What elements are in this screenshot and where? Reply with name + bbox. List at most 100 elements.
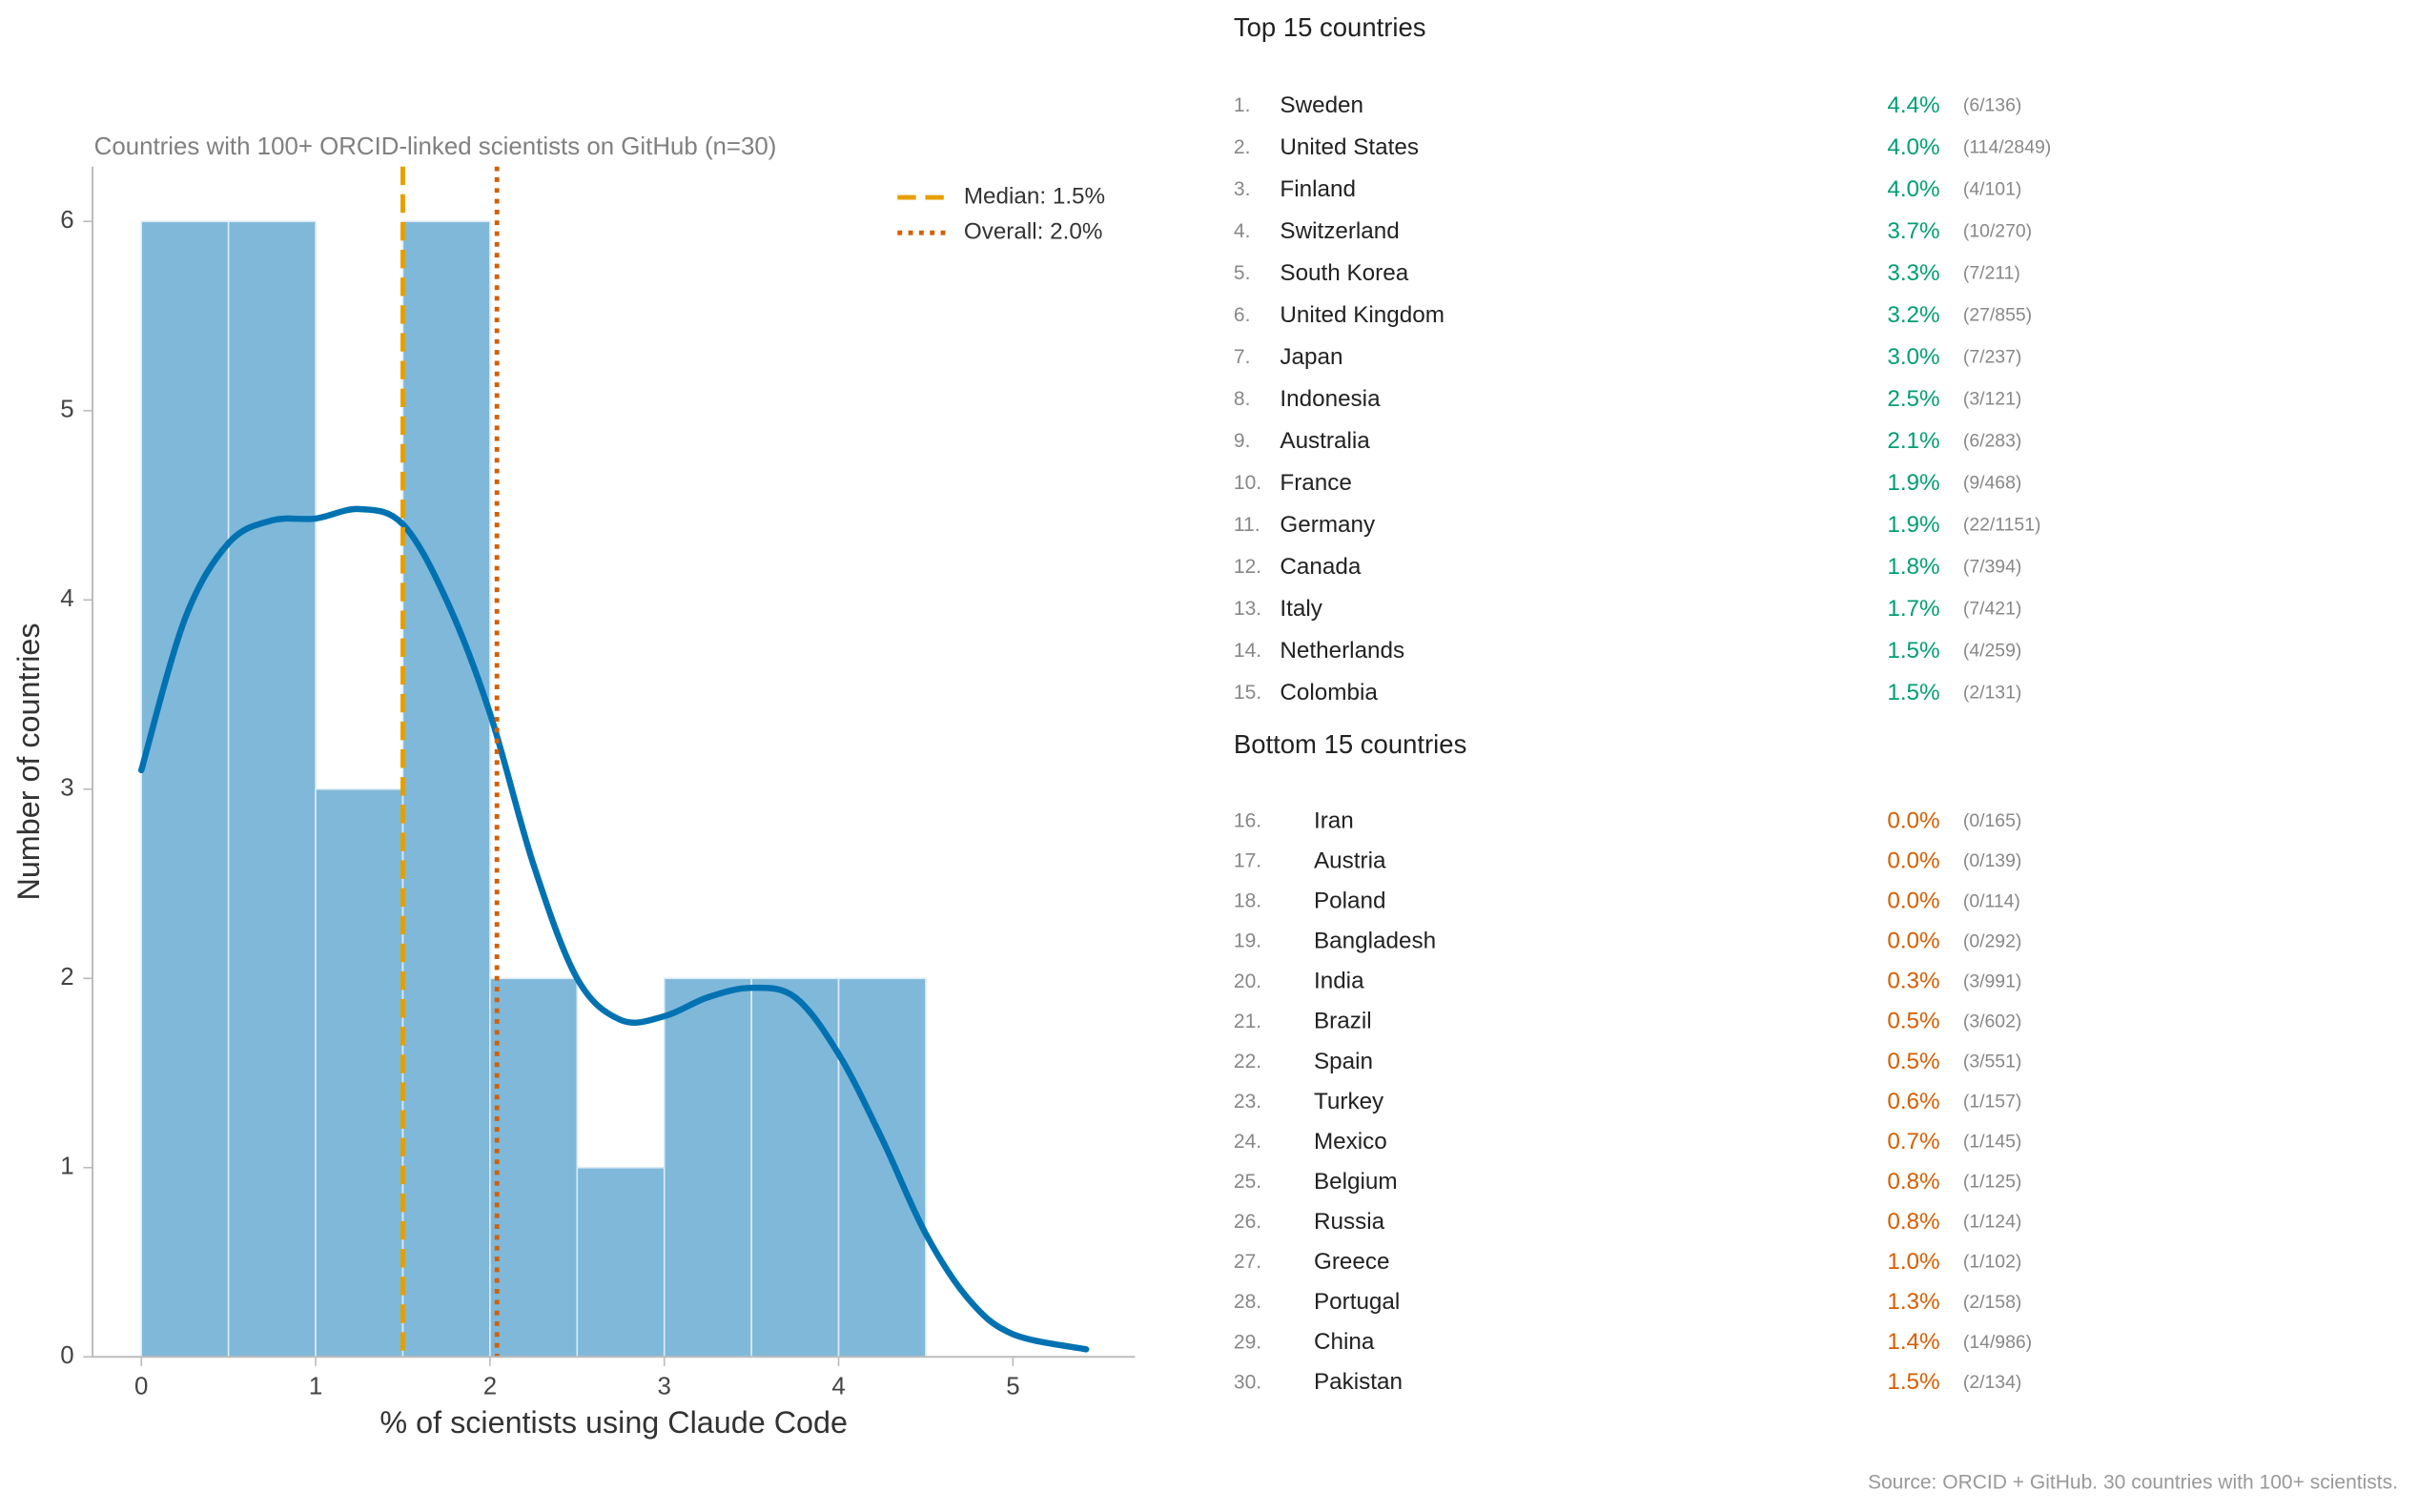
fraction: (22/1151) bbox=[1963, 515, 2041, 536]
share: 4.0% bbox=[1887, 176, 1939, 202]
share: 0.0% bbox=[1887, 889, 1939, 914]
x-tick-label: 5 bbox=[1006, 1373, 1019, 1400]
fraction: (3/121) bbox=[1963, 389, 2021, 410]
country-name: China bbox=[1314, 1329, 1375, 1355]
country-name: Bangladesh bbox=[1314, 929, 1436, 954]
share: 1.7% bbox=[1887, 596, 1939, 622]
country-name: South Korea bbox=[1280, 260, 1408, 286]
rank: 28. bbox=[1234, 1291, 1261, 1313]
fraction: (4/259) bbox=[1963, 641, 2021, 662]
country-name: Canada bbox=[1280, 554, 1361, 580]
share: 0.8% bbox=[1887, 1169, 1939, 1195]
fraction: (4/101) bbox=[1963, 179, 2021, 200]
fraction: (1/145) bbox=[1963, 1132, 2021, 1153]
country-name: Netherlands bbox=[1280, 638, 1404, 664]
rank: 3. bbox=[1234, 178, 1251, 200]
kde-curve bbox=[137, 505, 1090, 1353]
share: 0.0% bbox=[1887, 848, 1939, 874]
country-name: Greece bbox=[1314, 1249, 1390, 1275]
share: 1.9% bbox=[1887, 470, 1939, 496]
fraction: (1/157) bbox=[1963, 1092, 2021, 1113]
x-axis-label: % of scientists using Claude Code bbox=[379, 1405, 848, 1440]
source-note: Source: ORCID + GitHub. 30 countries wit… bbox=[1868, 1471, 2398, 1493]
share: 3.2% bbox=[1887, 302, 1939, 328]
country-name: Australia bbox=[1280, 428, 1370, 454]
country-name: Brazil bbox=[1314, 1009, 1372, 1034]
x-tick-label: 3 bbox=[658, 1373, 671, 1400]
share: 1.5% bbox=[1887, 638, 1939, 664]
fraction: (2/131) bbox=[1963, 683, 2021, 704]
country-name: Austria bbox=[1314, 848, 1386, 874]
country-name: Japan bbox=[1280, 344, 1342, 370]
fraction: (14/986) bbox=[1963, 1332, 2032, 1353]
rank: 26. bbox=[1234, 1211, 1261, 1233]
histogram-bar bbox=[576, 1166, 666, 1359]
share: 0.3% bbox=[1887, 969, 1939, 994]
rank: 20. bbox=[1234, 971, 1261, 992]
x-tick-label: 2 bbox=[483, 1373, 497, 1400]
x-tick-label: 1 bbox=[309, 1373, 322, 1400]
rank: 16. bbox=[1234, 810, 1261, 832]
rank: 21. bbox=[1234, 1011, 1261, 1032]
y-tick-label: 5 bbox=[60, 397, 73, 423]
rank: 24. bbox=[1234, 1131, 1261, 1153]
fraction: (1/124) bbox=[1963, 1212, 2021, 1233]
x-tick-label: 4 bbox=[831, 1373, 845, 1400]
rank: 29. bbox=[1234, 1331, 1261, 1353]
country-name: India bbox=[1314, 969, 1364, 994]
rank: 25. bbox=[1234, 1171, 1261, 1193]
share: 4.4% bbox=[1887, 92, 1939, 118]
country-name: Colombia bbox=[1280, 680, 1378, 705]
share: 0.7% bbox=[1887, 1129, 1939, 1154]
share: 0.8% bbox=[1887, 1209, 1939, 1235]
x-tick-label: 0 bbox=[134, 1373, 148, 1400]
country-name: Portugal bbox=[1314, 1289, 1400, 1315]
rank: 30. bbox=[1234, 1371, 1261, 1393]
rank: 6. bbox=[1234, 304, 1251, 326]
rank: 10. bbox=[1234, 472, 1261, 494]
list-heading: Bottom 15 countries bbox=[1234, 729, 1466, 759]
fraction: (7/394) bbox=[1963, 557, 2021, 578]
share: 2.1% bbox=[1887, 428, 1939, 454]
fraction: (7/237) bbox=[1963, 347, 2021, 368]
country-name: United States bbox=[1280, 134, 1419, 160]
y-tick-label: 3 bbox=[60, 775, 73, 802]
list-heading: Top 15 countries bbox=[1234, 12, 1426, 42]
fraction: (6/283) bbox=[1963, 431, 2021, 452]
country-name: Poland bbox=[1314, 889, 1386, 914]
share: 1.3% bbox=[1887, 1289, 1939, 1315]
rank: 12. bbox=[1234, 556, 1261, 578]
fraction: (7/421) bbox=[1963, 599, 2021, 620]
share: 1.5% bbox=[1887, 1369, 1939, 1395]
fraction: (2/158) bbox=[1963, 1292, 2021, 1313]
rank: 27. bbox=[1234, 1251, 1261, 1273]
histogram-bar bbox=[401, 220, 491, 1359]
rank: 17. bbox=[1234, 850, 1261, 872]
rank: 23. bbox=[1234, 1091, 1261, 1113]
fraction: (1/125) bbox=[1963, 1172, 2021, 1193]
fraction: (3/602) bbox=[1963, 1011, 2021, 1032]
fraction: (0/165) bbox=[1963, 810, 2021, 831]
chart-title: Countries with 100+ ORCID-linked scienti… bbox=[94, 133, 777, 160]
share: 0.0% bbox=[1887, 807, 1939, 833]
fraction: (10/270) bbox=[1963, 221, 2032, 242]
share: 1.8% bbox=[1887, 554, 1939, 580]
rank: 14. bbox=[1234, 640, 1261, 662]
fraction: (0/114) bbox=[1963, 890, 2020, 911]
histogram-bar bbox=[489, 977, 579, 1359]
share: 3.0% bbox=[1887, 344, 1939, 370]
country-name: Italy bbox=[1280, 596, 1322, 622]
share: 1.4% bbox=[1887, 1329, 1939, 1355]
share: 2.5% bbox=[1887, 386, 1939, 412]
share: 1.9% bbox=[1887, 512, 1939, 538]
y-tick-label: 6 bbox=[60, 207, 73, 234]
fraction: (7/211) bbox=[1963, 263, 2020, 284]
share: 0.6% bbox=[1887, 1089, 1939, 1114]
country-name: Turkey bbox=[1314, 1089, 1384, 1114]
country-name: Pakistan bbox=[1314, 1369, 1403, 1395]
country-name: Finland bbox=[1280, 176, 1356, 202]
rank: 1. bbox=[1234, 94, 1251, 116]
fraction: (6/136) bbox=[1963, 95, 2021, 116]
